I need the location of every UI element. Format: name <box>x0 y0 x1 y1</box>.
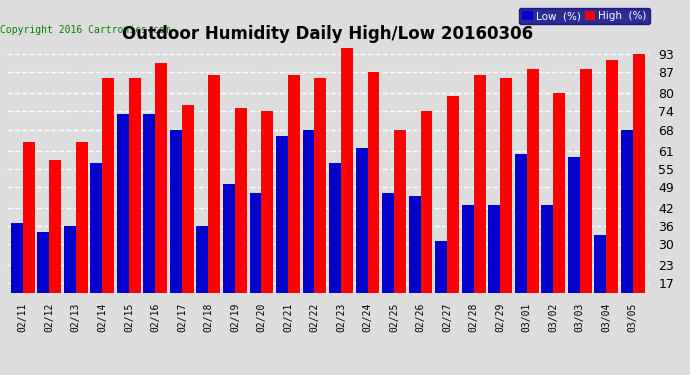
Bar <box>355 148 368 335</box>
Bar <box>607 60 618 335</box>
Bar <box>315 78 326 335</box>
Bar <box>500 78 512 335</box>
Bar <box>568 157 580 335</box>
Text: Copyright 2016 Cartronics.com: Copyright 2016 Cartronics.com <box>1 25 171 35</box>
Bar <box>37 232 49 335</box>
Bar <box>23 142 34 335</box>
Bar <box>182 105 194 335</box>
Bar <box>473 75 486 335</box>
Bar <box>341 48 353 335</box>
Bar <box>276 135 288 335</box>
Bar <box>515 154 526 335</box>
Bar <box>488 205 500 335</box>
Bar <box>462 205 473 335</box>
Bar <box>421 111 433 335</box>
Bar <box>197 226 208 335</box>
Bar <box>329 163 341 335</box>
Bar <box>408 196 421 335</box>
Bar <box>223 184 235 335</box>
Bar <box>262 111 273 335</box>
Bar <box>594 235 607 335</box>
Bar <box>64 226 76 335</box>
Bar <box>368 72 380 335</box>
Bar <box>117 114 129 335</box>
Bar <box>633 54 644 335</box>
Bar <box>208 75 220 335</box>
Bar <box>394 129 406 335</box>
Bar <box>553 93 565 335</box>
Bar <box>302 129 315 335</box>
Bar <box>621 129 633 335</box>
Bar <box>170 129 182 335</box>
Bar <box>382 193 394 335</box>
Bar <box>49 160 61 335</box>
Bar <box>90 163 102 335</box>
Bar <box>144 114 155 335</box>
Bar <box>102 78 115 335</box>
Bar <box>580 69 591 335</box>
Bar <box>155 63 167 335</box>
Bar <box>435 241 447 335</box>
Bar <box>11 223 23 335</box>
Title: Outdoor Humidity Daily High/Low 20160306: Outdoor Humidity Daily High/Low 20160306 <box>122 26 533 44</box>
Bar <box>288 75 300 335</box>
Bar <box>526 69 539 335</box>
Bar <box>235 108 247 335</box>
Bar <box>447 96 459 335</box>
Bar <box>129 78 141 335</box>
Legend: Low  (%), High  (%): Low (%), High (%) <box>519 8 650 24</box>
Bar <box>76 142 88 335</box>
Bar <box>541 205 553 335</box>
Bar <box>250 193 262 335</box>
